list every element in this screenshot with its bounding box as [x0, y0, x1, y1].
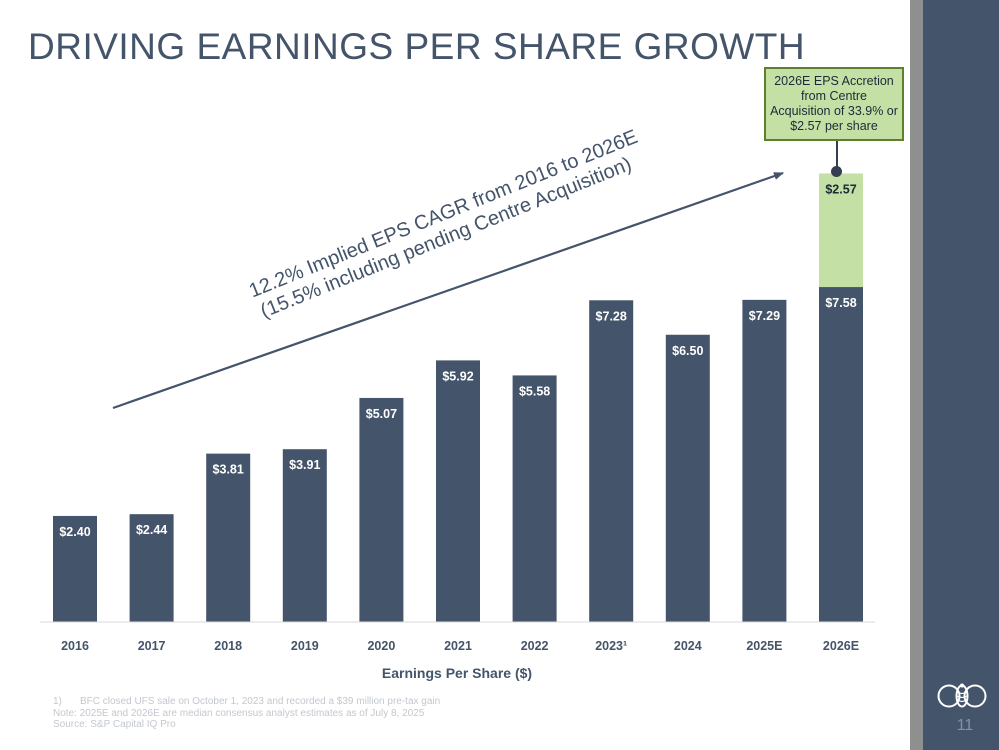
- bar-value-label: $5.58: [519, 384, 550, 398]
- x-tick-label: 2019: [291, 639, 319, 653]
- bar-2016: [53, 515, 97, 622]
- page-title: DRIVING EARNINGS PER SHARE GROWTH: [28, 26, 806, 67]
- bar-value-label: $7.58: [825, 296, 856, 310]
- accretion-value-label: $2.57: [825, 182, 856, 196]
- callout-connector-dot: [831, 166, 842, 177]
- side-panel: [923, 0, 999, 750]
- x-tick-label: 2021: [444, 639, 472, 653]
- x-tick-label: 2022: [521, 639, 549, 653]
- bar-value-label: $5.07: [366, 407, 397, 421]
- accretion-callout: 2026E EPS Accretion from Centre Acquisit…: [764, 67, 904, 141]
- bar-value-label: $2.40: [59, 525, 90, 539]
- bar-2024: [665, 334, 710, 622]
- footnote-note: Note: 2025E and 2026E are median consens…: [53, 707, 425, 719]
- side-divider-strip: [910, 0, 923, 750]
- page-number: 11: [956, 717, 974, 734]
- bar-2017: [129, 514, 174, 622]
- bar-2019: [282, 449, 327, 622]
- bar-2026E: [819, 287, 863, 622]
- bar-2018: [206, 453, 251, 622]
- bars-layer: $2.40 $2.44 $3.81 $3.91 $5.07 $5.92 $5.58 $7.28…: [53, 173, 863, 622]
- x-tick-label: 2020: [367, 639, 395, 653]
- x-tick-label: 2023¹: [595, 639, 627, 653]
- footnotes: 1) BFC closed UFS sale on October 1, 2023…: [53, 696, 440, 731]
- callout-connector: [836, 141, 838, 171]
- x-tick-labels: 2016 2017 2018 2019 2020 2021 2022 2023¹ 2024 202…: [61, 639, 859, 653]
- bar-2022: [512, 375, 557, 622]
- accretion-bar-2026E: [819, 173, 863, 288]
- x-tick-label: 2025E: [746, 639, 782, 653]
- bar-2025E: [742, 299, 787, 622]
- bar-value-label: $6.50: [672, 344, 703, 358]
- footnote-1-text: BFC closed UFS sale on October 1, 2023 a…: [80, 696, 441, 707]
- cagr-trend-arrow: [112, 171, 784, 410]
- bar-value-label: $3.81: [213, 463, 244, 477]
- bar-value-label: $3.91: [289, 458, 320, 472]
- x-tick-label: 2018: [214, 639, 242, 653]
- footnote-1-marker: 1): [53, 696, 62, 707]
- footnote-1: 1) BFC closed UFS sale on October 1, 2023…: [53, 696, 440, 708]
- bar-2020: [359, 397, 404, 622]
- eps-bar-chart: $2.40 $2.44 $3.81 $3.91 $5.07 $5.92 $5.58 $7.28…: [40, 171, 875, 681]
- x-tick-label: 2026E: [823, 639, 859, 653]
- x-tick-label: 2017: [138, 639, 166, 653]
- footnote-source: Source: S&P Capital IQ Pro: [53, 719, 176, 730]
- x-tick-label: 2024: [674, 639, 702, 653]
- bar-value-label: $7.28: [596, 309, 627, 323]
- bar-2023¹: [589, 300, 634, 622]
- bar-value-label: $7.29: [749, 309, 780, 323]
- company-logo-icon: [937, 683, 987, 708]
- x-axis-label: Earnings Per Share ($): [382, 665, 532, 681]
- x-tick-label: 2016: [61, 639, 89, 653]
- bar-value-label: $2.44: [136, 523, 167, 537]
- bar-value-label: $5.92: [442, 369, 473, 383]
- bar-2021: [436, 360, 480, 622]
